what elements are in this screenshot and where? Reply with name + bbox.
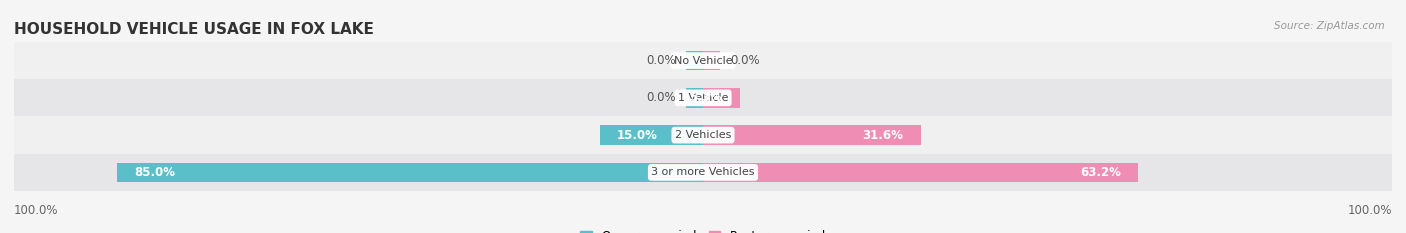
Bar	[703, 88, 740, 108]
Text: 0.0%: 0.0%	[731, 54, 761, 67]
Bar	[117, 163, 703, 182]
Text: 100.0%: 100.0%	[14, 204, 59, 217]
Text: 1 Vehicle: 1 Vehicle	[678, 93, 728, 103]
Text: 0.0%: 0.0%	[645, 91, 675, 104]
Text: 31.6%: 31.6%	[863, 129, 904, 142]
Bar	[14, 116, 1392, 154]
Text: 85.0%: 85.0%	[135, 166, 176, 179]
Bar	[686, 88, 703, 108]
Text: 100.0%: 100.0%	[1347, 204, 1392, 217]
Bar	[703, 163, 1139, 182]
Bar	[703, 125, 921, 145]
Text: 3 or more Vehicles: 3 or more Vehicles	[651, 168, 755, 177]
Bar	[703, 51, 720, 70]
Legend: Owner-occupied, Renter-occupied: Owner-occupied, Renter-occupied	[575, 225, 831, 233]
Text: HOUSEHOLD VEHICLE USAGE IN FOX LAKE: HOUSEHOLD VEHICLE USAGE IN FOX LAKE	[14, 22, 374, 37]
Bar	[14, 79, 1392, 116]
Bar	[14, 154, 1392, 191]
Text: 0.0%: 0.0%	[645, 54, 675, 67]
Text: 15.0%: 15.0%	[617, 129, 658, 142]
Bar	[599, 125, 703, 145]
Text: No Vehicle: No Vehicle	[673, 56, 733, 65]
Text: 63.2%: 63.2%	[1080, 166, 1121, 179]
Bar	[14, 42, 1392, 79]
Text: 2 Vehicles: 2 Vehicles	[675, 130, 731, 140]
Text: Source: ZipAtlas.com: Source: ZipAtlas.com	[1274, 21, 1385, 31]
Text: 5.3%: 5.3%	[689, 91, 723, 104]
Bar	[686, 51, 703, 70]
